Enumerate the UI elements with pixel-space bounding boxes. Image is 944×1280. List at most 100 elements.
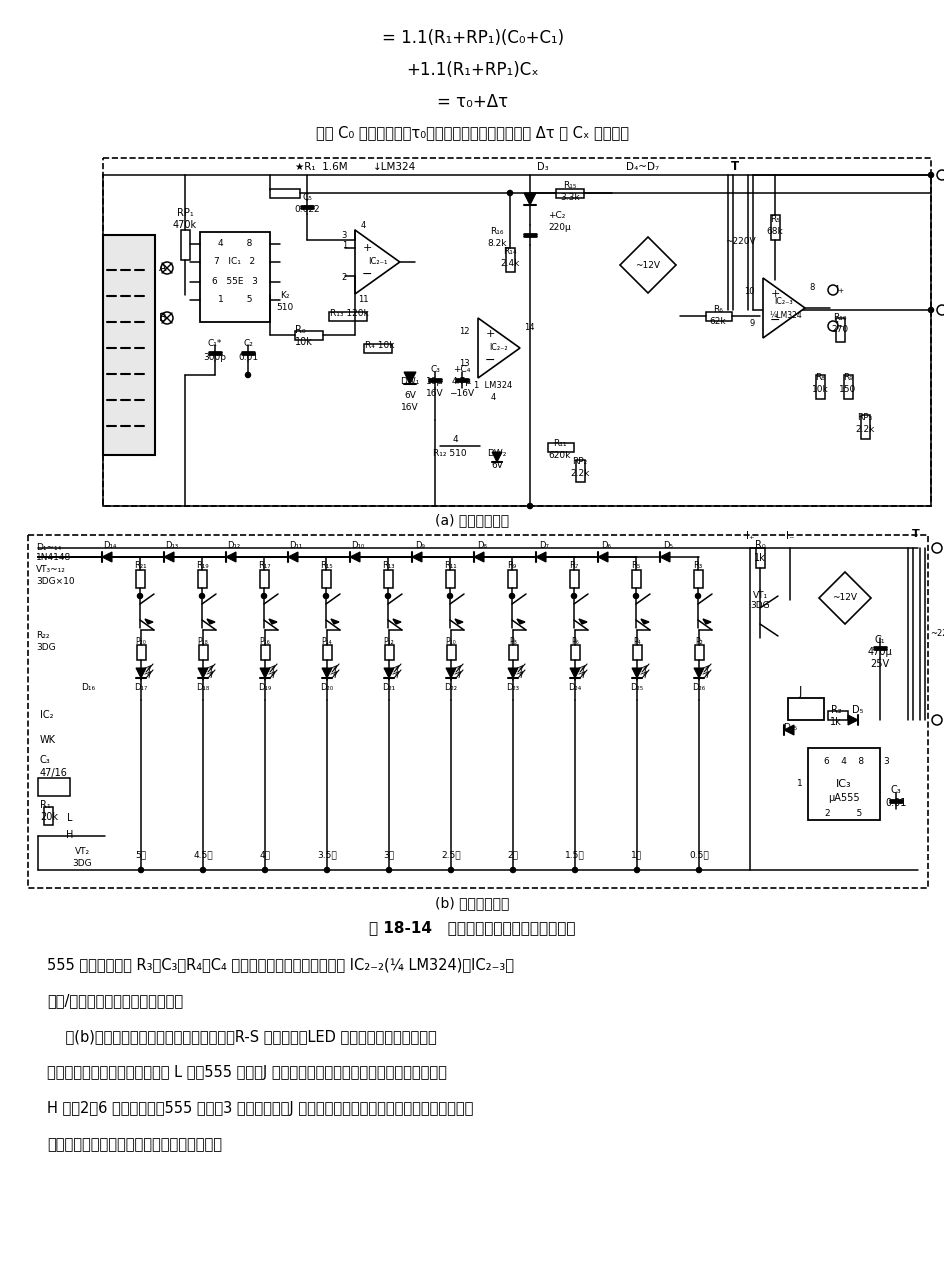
Text: P₁₄: P₁₄	[321, 637, 332, 646]
Polygon shape	[260, 668, 270, 678]
Text: R₁₅: R₁₅	[563, 180, 576, 189]
Bar	[136, 645, 145, 660]
Text: 3: 3	[883, 758, 888, 767]
Circle shape	[936, 170, 944, 180]
Text: R₂: R₂	[830, 705, 840, 716]
Text: 1米: 1米	[631, 850, 642, 859]
Text: I₋: I₋	[834, 321, 844, 332]
Polygon shape	[454, 620, 463, 623]
Text: 1.5米: 1.5米	[565, 850, 584, 859]
Text: VT₁: VT₁	[751, 590, 767, 599]
Text: 2.2k: 2.2k	[854, 425, 874, 434]
Text: 62k: 62k	[709, 317, 726, 326]
Text: 2.4k: 2.4k	[499, 260, 519, 269]
Text: RP₂: RP₂	[572, 457, 587, 466]
Circle shape	[324, 868, 329, 873]
Text: H: H	[66, 829, 74, 840]
Text: T: T	[911, 529, 919, 539]
Polygon shape	[144, 620, 153, 623]
Text: 1        5: 1 5	[217, 296, 252, 305]
Text: 控制电路等。当水位低于下限値 L 时，555 复位，J 吸合，电动机通电、抓水；当水位升至上限値: 控制电路等。当水位低于下限値 L 时，555 复位，J 吸合，电动机通电、抓水；…	[47, 1065, 447, 1080]
Bar	[575, 460, 584, 483]
Circle shape	[931, 716, 941, 724]
Circle shape	[827, 321, 837, 332]
Bar	[103, 236, 155, 454]
Text: D₃: D₃	[536, 163, 548, 172]
Text: 1k: 1k	[829, 717, 841, 727]
Text: D₅: D₅	[851, 705, 863, 716]
Text: B: B	[159, 314, 166, 323]
Text: P₆: P₆	[570, 637, 579, 646]
Text: R₁₇: R₁₇	[258, 562, 270, 571]
Text: D₁₉: D₁₉	[258, 684, 271, 692]
Polygon shape	[355, 230, 399, 294]
Text: 图(b)为塔下监测电路，包括降压供电源、R-S 触发电路、LED 阵列水位显示电路和继电: 图(b)为塔下监测电路，包括降压供电源、R-S 触发电路、LED 阵列水位显示电…	[47, 1029, 436, 1044]
Text: 3米: 3米	[383, 850, 395, 859]
Text: D₅: D₅	[663, 540, 672, 549]
Bar	[38, 778, 70, 796]
Text: D₇: D₇	[538, 540, 548, 549]
Text: R₉: R₉	[507, 562, 516, 571]
Bar	[555, 188, 583, 197]
Bar	[363, 343, 392, 352]
Text: R₂₂: R₂₂	[36, 631, 49, 640]
Bar	[200, 232, 270, 323]
Text: WK: WK	[40, 735, 56, 745]
Polygon shape	[164, 552, 174, 562]
Text: 220µ: 220µ	[548, 224, 570, 233]
Text: D₈: D₈	[477, 540, 486, 549]
Circle shape	[696, 868, 700, 873]
Bar	[261, 645, 269, 660]
Text: 68k: 68k	[766, 228, 783, 237]
Text: 510: 510	[276, 303, 294, 312]
Text: R₀: R₀	[754, 540, 765, 550]
Polygon shape	[492, 452, 501, 462]
Polygon shape	[269, 620, 277, 623]
Text: I₊: I₊	[834, 285, 844, 294]
Polygon shape	[632, 668, 641, 678]
Text: 16V: 16V	[426, 389, 444, 398]
Polygon shape	[535, 552, 546, 562]
Polygon shape	[640, 620, 649, 623]
Polygon shape	[412, 552, 422, 562]
Circle shape	[160, 262, 173, 274]
Text: 4: 4	[360, 220, 365, 229]
Polygon shape	[702, 620, 710, 623]
Text: 8: 8	[808, 283, 814, 293]
Text: 47/16: 47/16	[40, 768, 68, 778]
Bar	[180, 230, 190, 260]
Text: R₄ 10k: R₄ 10k	[364, 340, 394, 349]
Bar	[815, 375, 823, 399]
Text: R₁₃ 120k: R₁₃ 120k	[329, 308, 368, 317]
Text: D₂₁: D₂₁	[382, 684, 396, 692]
Polygon shape	[322, 668, 331, 678]
Text: 6    4    8: 6 4 8	[823, 758, 863, 767]
Bar	[787, 698, 823, 719]
Text: ~220V: ~220V	[724, 238, 754, 247]
Text: P₂₀: P₂₀	[135, 637, 146, 646]
Text: C₁*: C₁*	[208, 339, 222, 348]
Text: 25V: 25V	[869, 659, 888, 669]
Text: R₆: R₆	[713, 306, 722, 315]
Text: P₂: P₂	[695, 637, 702, 646]
Text: R₇: R₇	[569, 562, 578, 571]
Text: 4: 4	[452, 435, 457, 444]
Circle shape	[507, 191, 512, 196]
Text: C₅: C₅	[302, 193, 312, 202]
Polygon shape	[847, 716, 857, 724]
Text: D₂₄: D₂₄	[567, 684, 581, 692]
Text: 555 的输出脉冲经 R₃、C₃、R₄、C₄ 两阶低通滤波后，加至跟随器 IC₂₋₂(¼ LM324)。IC₂₋₃为: 555 的输出脉冲经 R₃、C₃、R₄、C₄ 两阶低通滤波后，加至跟随器 IC₂…	[47, 957, 514, 973]
Text: R₁₁: R₁₁	[552, 439, 566, 448]
Text: 4        8: 4 8	[217, 239, 252, 248]
Text: 3DG: 3DG	[750, 602, 769, 611]
Polygon shape	[579, 620, 586, 623]
Text: IC₂: IC₂	[40, 710, 54, 719]
Bar	[570, 645, 579, 660]
Text: A: A	[159, 262, 166, 273]
Circle shape	[245, 372, 250, 378]
Bar	[860, 415, 868, 439]
Text: D₁₈: D₁₈	[196, 684, 210, 692]
Text: ~220V: ~220V	[929, 630, 944, 639]
Text: 10µ: 10µ	[426, 378, 443, 387]
Text: 1  LM324: 1 LM324	[473, 381, 512, 390]
